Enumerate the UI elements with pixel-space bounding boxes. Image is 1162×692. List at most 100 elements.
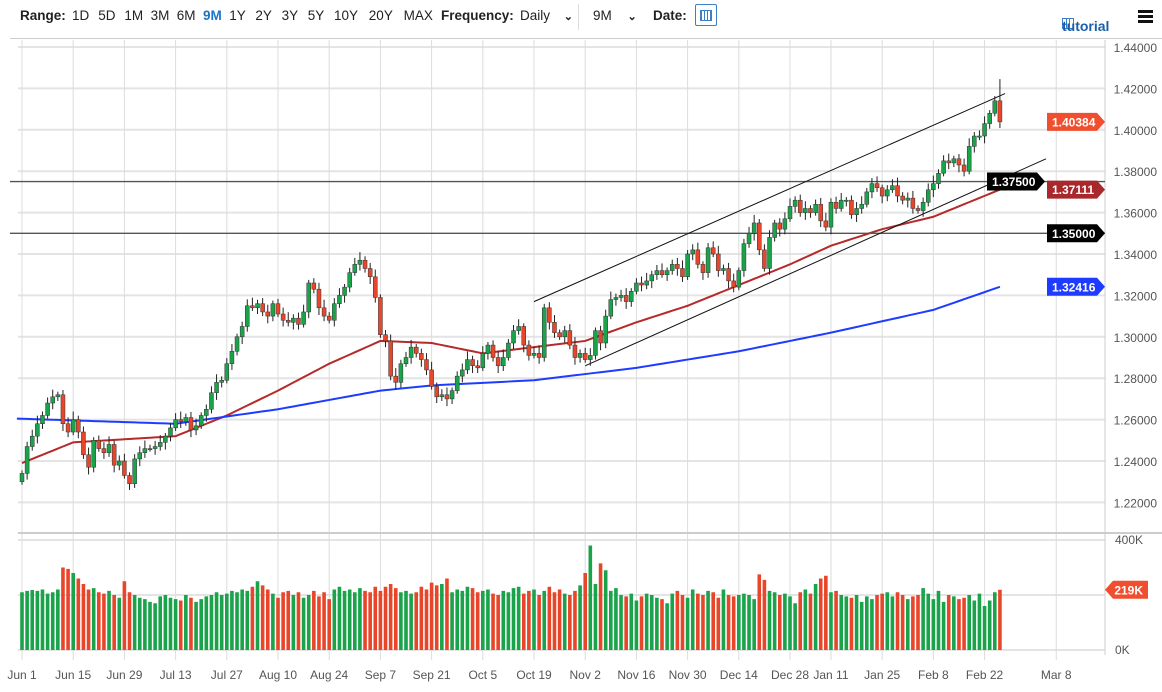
volume-bar	[511, 588, 516, 650]
volume-bar	[655, 597, 659, 650]
candle-body	[925, 189, 931, 203]
range-1y[interactable]: 1Y	[229, 8, 246, 23]
date-label: Date:	[653, 8, 687, 23]
period-select[interactable]: 9M ⌄	[593, 8, 637, 23]
price-tick-label: 1.40000	[1114, 124, 1158, 138]
range-2y[interactable]: 2Y	[255, 8, 272, 23]
range-9m[interactable]: 9M	[203, 8, 222, 23]
range-5y[interactable]: 5Y	[307, 8, 325, 23]
volume-bar	[291, 595, 296, 650]
date-tick-label: Mar 8	[1041, 668, 1072, 682]
volume-bar	[568, 595, 572, 650]
price-tick-label: 1.44000	[1114, 41, 1158, 55]
badge-label: 1.32416	[1052, 280, 1096, 294]
volume-bar	[378, 590, 383, 650]
range-20y[interactable]: 20Y	[368, 8, 393, 23]
candle-body	[403, 357, 409, 364]
range-1d[interactable]: 1D	[72, 8, 90, 23]
volume-bar	[363, 590, 367, 650]
candle-body	[849, 199, 854, 215]
volume-bar	[916, 595, 920, 650]
volume-bar	[501, 590, 506, 650]
candle-body	[716, 253, 721, 271]
volume-bar	[731, 596, 736, 650]
calendar-icon[interactable]	[695, 4, 717, 26]
volume-bar	[230, 590, 234, 650]
price-tick-label: 1.32000	[1114, 289, 1158, 303]
candle-body	[874, 183, 880, 189]
candle-body	[465, 359, 470, 371]
volume-bar	[772, 592, 777, 650]
volume-bar	[56, 589, 60, 650]
candle-body	[301, 311, 306, 325]
candle-body	[35, 423, 40, 437]
menu-icon[interactable]	[1138, 10, 1153, 23]
date-tick-label: Nov 2	[570, 668, 602, 682]
candle-body	[367, 268, 373, 278]
volume-bar	[875, 595, 879, 650]
range-3m[interactable]: 3M	[150, 8, 170, 23]
volume-bar	[347, 589, 352, 650]
candle-body	[193, 425, 199, 431]
volume-bar	[829, 592, 833, 650]
volume-bar	[665, 603, 669, 650]
volume-bar	[557, 589, 562, 650]
candle-body	[65, 423, 71, 433]
range-3y[interactable]: 3Y	[281, 8, 299, 23]
price-tick-label: 1.22000	[1114, 496, 1158, 510]
volume-bar	[670, 593, 675, 650]
candle-body	[808, 208, 813, 213]
badge-label: 1.35000	[1052, 227, 1096, 241]
volume-bar	[609, 590, 613, 650]
volume-bar	[45, 593, 50, 650]
candle-body	[91, 440, 96, 468]
candle-body	[280, 313, 286, 321]
candle-body	[777, 222, 783, 230]
candle-body	[188, 417, 194, 431]
volume-bar	[404, 590, 408, 650]
volume-bar	[383, 586, 388, 650]
candle-body	[408, 346, 414, 358]
range-6m[interactable]: 6M	[176, 8, 196, 23]
volume-bar	[429, 582, 434, 650]
price-badge: 1.32416	[1047, 277, 1105, 296]
volume-bar	[173, 599, 178, 650]
candle-body	[337, 295, 342, 304]
volume-bar	[317, 596, 321, 650]
candle-body	[111, 444, 117, 466]
volume-bar	[496, 595, 500, 650]
candle-body	[941, 160, 946, 174]
range-1m[interactable]: 1M	[124, 8, 144, 23]
candle-body	[552, 322, 557, 333]
price-tick-label: 1.30000	[1114, 331, 1158, 345]
candle-body	[792, 199, 798, 207]
candle-body	[342, 286, 347, 296]
volume-bar	[972, 600, 977, 650]
frequency-select[interactable]: Daily ⌄	[520, 8, 573, 23]
volume-bar	[240, 589, 244, 650]
volume-bar	[434, 585, 439, 650]
range-max[interactable]: MAX	[403, 8, 433, 23]
volume-bar	[209, 595, 214, 650]
volume-bar	[813, 584, 818, 650]
date-tick-label: Aug 24	[310, 668, 348, 682]
candle-body	[19, 473, 25, 482]
volume-bar	[993, 592, 997, 650]
range-5d[interactable]: 5D	[98, 8, 116, 23]
volume-bar	[137, 597, 142, 650]
volume-bar	[153, 603, 157, 650]
candle-body	[547, 307, 552, 323]
volume-bar	[86, 589, 91, 650]
volume-bar	[107, 590, 111, 650]
candle-body	[823, 220, 829, 228]
candle-body	[117, 460, 122, 466]
volume-bar	[742, 593, 746, 650]
price-tick-label: 1.38000	[1114, 165, 1158, 179]
volume-bar	[900, 595, 905, 650]
volume-bar	[880, 593, 884, 650]
range-label: Range:	[20, 8, 66, 23]
range-10y[interactable]: 10Y	[334, 8, 359, 23]
volume-bar	[583, 573, 587, 650]
price-tick-label: 1.26000	[1114, 414, 1158, 428]
